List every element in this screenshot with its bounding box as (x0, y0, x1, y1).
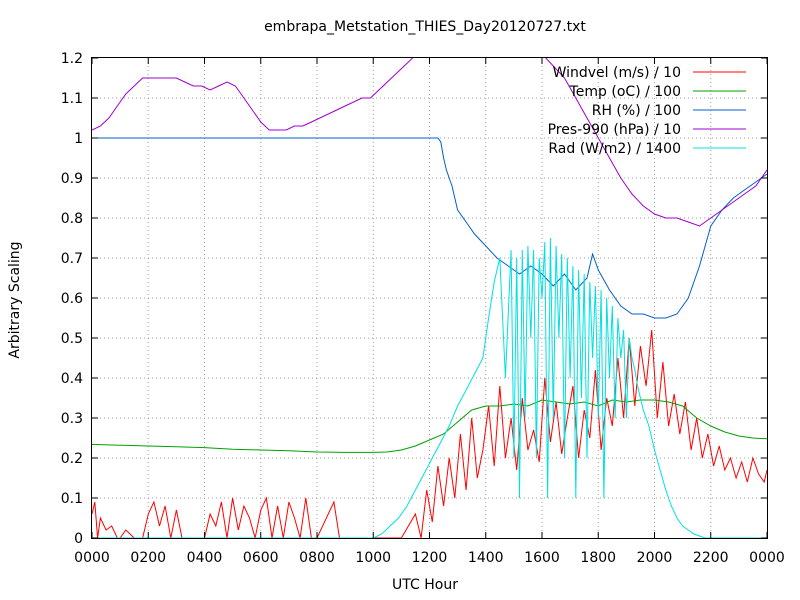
y-tick-label: 0.2 (61, 451, 83, 467)
y-tick-label: 0.4 (61, 371, 83, 387)
y-tick-label: 1 (74, 131, 83, 147)
y-tick-label: 1.2 (61, 51, 83, 67)
series-line-rh (92, 137, 767, 319)
x-tick-label: 1800 (580, 550, 616, 566)
y-tick-label: 0.9 (61, 171, 83, 187)
legend: Windvel (m/s) / 10 Temp (oC) / 100 RH (%) … (548, 65, 746, 157)
y-axis-label: Arbitrary Scaling (7, 241, 23, 358)
y-tick-label: 0.1 (61, 491, 83, 507)
x-tick-label: 0600 (243, 550, 279, 566)
legend-label-rh: RH (%) / 100 (592, 103, 681, 119)
y-tick-label: 0.6 (61, 291, 83, 307)
y-tick-label: 0.3 (61, 411, 83, 427)
x-tick-label: 1200 (412, 550, 448, 566)
x-tick-label: 2200 (693, 550, 729, 566)
legend-label-pres-990: Pres-990 (hPa) / 10 (548, 122, 681, 138)
grid (92, 58, 767, 538)
x-tick-label: 2000 (637, 550, 673, 566)
x-tick-label: 0400 (187, 550, 223, 566)
series-layer (92, 58, 767, 538)
y-tick-label: 0.5 (61, 331, 83, 347)
series-line-rad (92, 237, 767, 538)
x-tick-label: 1000 (355, 550, 391, 566)
x-tick-label: 0200 (130, 550, 166, 566)
x-axis-label: UTC Hour (392, 577, 458, 593)
series-line-pres-990 (92, 58, 767, 227)
series-line-windvel (92, 329, 767, 538)
legend-label-temp: Temp (oC) / 100 (569, 84, 681, 100)
plot-frame (91, 57, 768, 539)
x-tick-label: 0000 (74, 550, 110, 566)
y-tick-label: 0.8 (61, 211, 83, 227)
x-tick-label: 0800 (299, 550, 335, 566)
y-tick-label: 0 (74, 531, 83, 547)
ticks: 0 0.1 0.2 0.3 0.4 0.5 0.6 0.7 0.8 0.9 1 1.1 1.2 0000 0… (61, 51, 785, 566)
series-line-temp (92, 399, 767, 453)
legend-label-windvel: Windvel (m/s) / 10 (553, 65, 681, 81)
x-tick-label: 1400 (468, 550, 504, 566)
chart-title: embrapa_Metstation_THIES_Day20120727.txt (264, 19, 586, 35)
x-tick-label: 1600 (524, 550, 560, 566)
legend-label-rad: Rad (W/m2) / 1400 (548, 141, 681, 157)
x-tick-label: 0000 (749, 550, 785, 566)
y-tick-label: 1.1 (61, 91, 83, 107)
y-tick-label: 0.7 (61, 251, 83, 267)
